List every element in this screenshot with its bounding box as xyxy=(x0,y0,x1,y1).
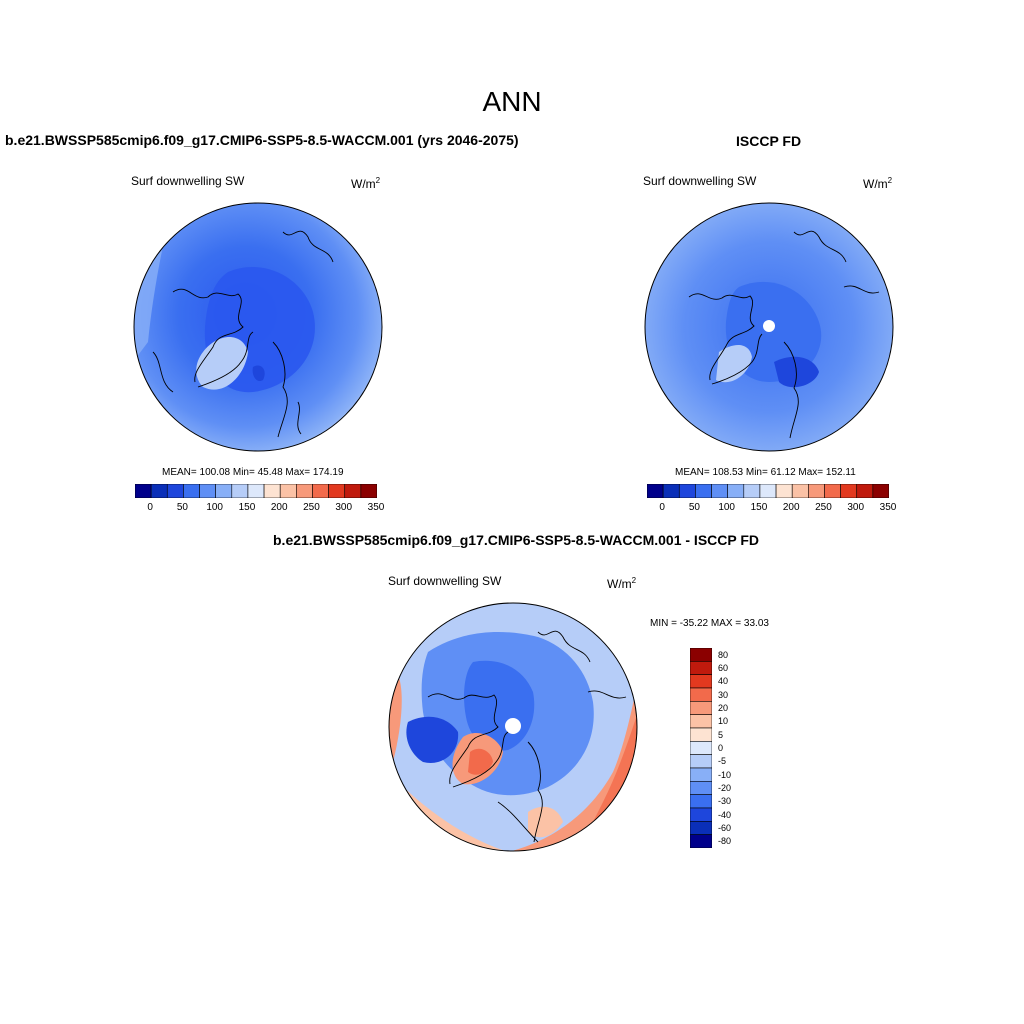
colorbar-tick-label: 250 xyxy=(303,502,320,513)
panel1-colorbar-labels: 0 50 100 150 200 250 300 350 xyxy=(135,502,384,516)
colorbar-swatch xyxy=(279,484,297,498)
colorbar-tick-label: 350 xyxy=(367,502,385,513)
colorbar-swatch xyxy=(296,484,313,498)
colorbar-swatch xyxy=(690,648,712,662)
colorbar-tick-label: 50 xyxy=(176,502,188,513)
colorbar-tick-label: 0 xyxy=(147,502,153,513)
colorbar-swatch xyxy=(263,484,281,498)
colorbar-swatch xyxy=(690,754,712,769)
panel2-variable-label: Surf downwelling SW xyxy=(643,174,757,188)
colorbar-swatch xyxy=(690,821,712,835)
colorbar-tick-label: -5 xyxy=(718,756,727,767)
colorbar-tick-label: 50 xyxy=(688,502,700,513)
colorbar-swatch xyxy=(231,484,249,498)
colorbar-tick-label: -40 xyxy=(718,809,732,820)
panel2-polar-map xyxy=(644,202,894,452)
colorbar-swatch xyxy=(690,767,712,782)
colorbar-tick-label: 100 xyxy=(718,502,735,513)
colorbar-swatch xyxy=(647,484,664,498)
colorbar-swatch xyxy=(690,714,712,729)
panel1-polar-map xyxy=(133,202,383,452)
colorbar-swatch xyxy=(135,484,152,498)
panel2-title: ISCCP FD xyxy=(736,133,802,149)
panel3-colorbar xyxy=(690,648,712,848)
colorbar-swatch xyxy=(312,484,329,498)
colorbar-swatch xyxy=(690,661,712,675)
colorbar-swatch xyxy=(247,484,265,498)
colorbar-swatch xyxy=(791,484,809,498)
colorbar-tick-label: 0 xyxy=(718,743,724,753)
colorbar-tick-label: 20 xyxy=(718,703,729,713)
colorbar-swatch xyxy=(183,484,200,498)
colorbar-swatch xyxy=(690,674,712,689)
colorbar-swatch xyxy=(215,484,233,498)
colorbar-swatch xyxy=(775,484,793,498)
figure-title: ANN xyxy=(482,86,542,117)
colorbar-swatch xyxy=(711,484,728,498)
panel1-colorbar xyxy=(135,484,377,498)
panel2-units-label: W/m2 xyxy=(863,176,893,191)
colorbar-swatch xyxy=(678,484,696,498)
colorbar-tick-label: 30 xyxy=(718,689,729,700)
colorbar-tick-label: -30 xyxy=(718,796,732,807)
colorbar-tick-label: 60 xyxy=(718,663,729,673)
colorbar-swatch xyxy=(759,484,777,498)
colorbar-tick-label: 300 xyxy=(335,502,353,513)
panel3-colorbar-labels: 80 60 40 30 20 10 5 0 -5 -10 -20 -30 -40 -60 -80 xyxy=(718,648,758,848)
colorbar-tick-label: 250 xyxy=(815,502,832,513)
panel1-stats: MEAN= 100.08 Min= 45.48 Max= 174.19 xyxy=(162,467,344,478)
panel2-colorbar xyxy=(647,484,889,498)
colorbar-swatch xyxy=(690,727,712,742)
panel3-units-label: W/m2 xyxy=(607,576,637,591)
colorbar-swatch xyxy=(856,484,874,498)
colorbar-tick-label: -60 xyxy=(718,823,732,833)
colorbar-swatch xyxy=(662,484,680,498)
colorbar-tick-label: 40 xyxy=(718,676,729,687)
colorbar-swatch xyxy=(840,484,858,498)
panel3-title: b.e21.BWSSP585cmip6.f09_g17.CMIP6-SSP5-8… xyxy=(273,532,760,548)
colorbar-tick-label: -20 xyxy=(718,783,732,793)
colorbar-swatch xyxy=(199,484,216,498)
colorbar-swatch xyxy=(808,484,825,498)
colorbar-swatch xyxy=(743,484,761,498)
panel3-stats: MIN = -35.22 MAX = 33.03 xyxy=(650,618,769,629)
colorbar-swatch xyxy=(690,687,712,702)
colorbar-tick-label: 200 xyxy=(270,502,288,513)
colorbar-swatch xyxy=(328,484,346,498)
colorbar-swatch xyxy=(824,484,841,498)
panel2-stats: MEAN= 108.53 Min= 61.12 Max= 152.11 xyxy=(675,467,856,478)
colorbar-swatch xyxy=(690,834,712,848)
colorbar-tick-label: -10 xyxy=(718,769,732,780)
panel1-units-label: W/m2 xyxy=(351,176,381,191)
colorbar-swatch xyxy=(690,741,712,755)
panel1-variable-label: Surf downwelling SW xyxy=(131,174,245,188)
panel3-polar-map xyxy=(388,602,638,852)
colorbar-swatch xyxy=(690,794,712,809)
colorbar-swatch xyxy=(727,484,745,498)
colorbar-tick-label: 0 xyxy=(659,502,665,513)
colorbar-swatch xyxy=(872,484,889,498)
panel1-title: b.e21.BWSSP585cmip6.f09_g17.CMIP6-SSP5-8… xyxy=(5,132,519,148)
colorbar-tick-label: 300 xyxy=(847,502,865,513)
colorbar-tick-label: 5 xyxy=(718,729,724,740)
colorbar-tick-label: 150 xyxy=(750,502,768,513)
colorbar-swatch xyxy=(690,807,712,822)
colorbar-swatch xyxy=(166,484,184,498)
panel2-colorbar-labels: 0 50 100 150 200 250 300 350 xyxy=(647,502,896,516)
colorbar-tick-label: 80 xyxy=(718,649,729,660)
colorbar-tick-label: 350 xyxy=(879,502,897,513)
colorbar-tick-label: 200 xyxy=(782,502,800,513)
panel3-variable-label: Surf downwelling SW xyxy=(388,574,502,588)
colorbar-tick-label: -80 xyxy=(718,836,732,847)
colorbar-swatch xyxy=(695,484,712,498)
colorbar-swatch xyxy=(150,484,168,498)
colorbar-tick-label: 10 xyxy=(718,716,729,727)
colorbar-swatch xyxy=(690,701,712,715)
colorbar-swatch xyxy=(690,781,712,795)
colorbar-swatch xyxy=(344,484,362,498)
colorbar-swatch xyxy=(360,484,377,498)
colorbar-tick-label: 150 xyxy=(238,502,256,513)
colorbar-tick-label: 100 xyxy=(206,502,223,513)
